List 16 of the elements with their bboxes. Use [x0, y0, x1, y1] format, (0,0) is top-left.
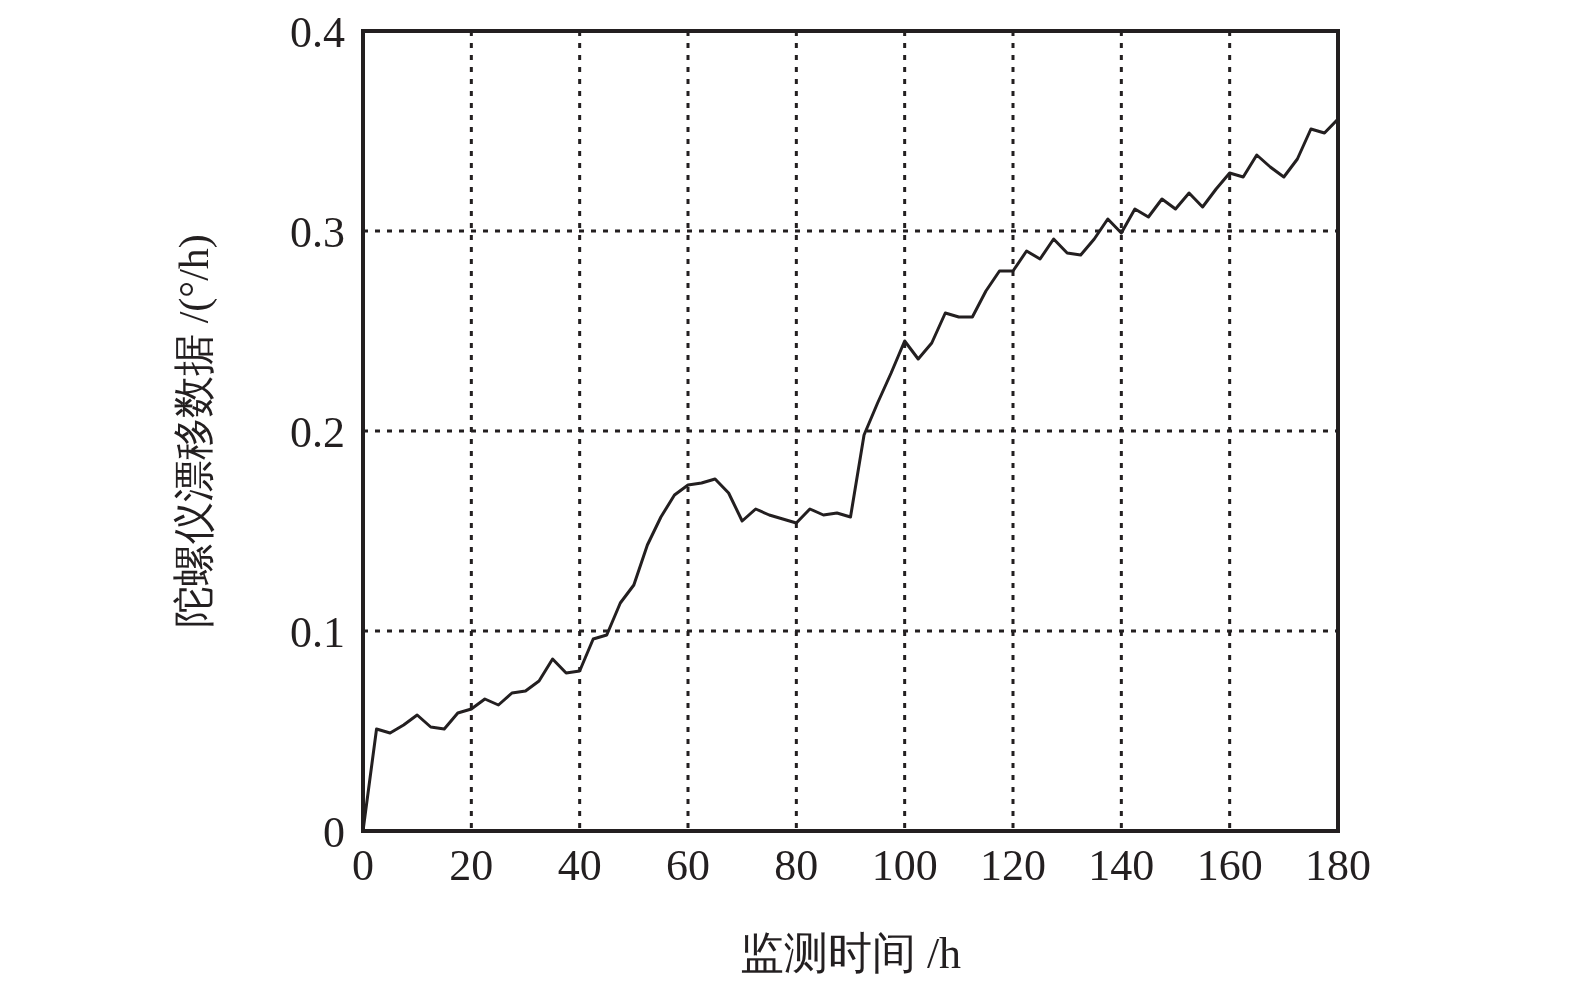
y-axis-title: 陀螺仪漂移数据 /(°/h): [170, 234, 218, 628]
y-tick-label: 0.2: [290, 407, 345, 457]
x-tick-label: 140: [1088, 841, 1155, 891]
x-tick-label: 20: [449, 841, 494, 891]
y-tick-label: 0: [323, 807, 345, 857]
y-tick-label: 0.1: [290, 607, 345, 657]
x-axis-title: 监测时间 /h: [739, 929, 962, 978]
y-tick-label: 0.3: [290, 207, 345, 257]
x-tick-label: 40: [557, 841, 602, 891]
x-tick-label: 100: [871, 841, 938, 891]
y-tick-label: 0.4: [290, 7, 345, 57]
x-tick-label: 80: [774, 841, 819, 891]
x-tick-label: 60: [666, 841, 710, 891]
x-tick-label: 180: [1305, 841, 1371, 891]
x-tick-label: 120: [980, 841, 1046, 891]
x-tick-label: 160: [1196, 841, 1263, 891]
